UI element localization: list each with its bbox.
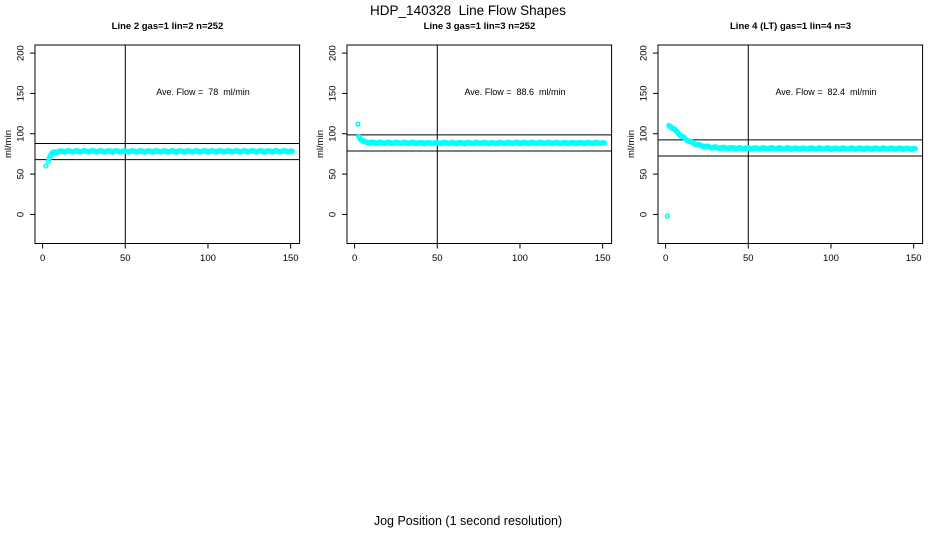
- data-point: [912, 146, 918, 152]
- plot-canvas: 0 50 100 150 0 50 100 150 200: [16, 44, 301, 264]
- x-tick-label: 50: [120, 253, 131, 264]
- y-axis-label: ml/min: [626, 130, 637, 158]
- y-tick-label: 150: [639, 85, 650, 101]
- y-tick-label: 0: [639, 212, 650, 217]
- y-axis-label: ml/min: [3, 130, 14, 158]
- data-point: [601, 140, 607, 146]
- x-tick-label: 150: [595, 253, 611, 264]
- ave-flow-annotation: Ave. Flow = 82.4 ml/min: [775, 87, 877, 97]
- x-tick-label: 50: [743, 253, 754, 264]
- y-tick-label: 100: [16, 126, 27, 142]
- y-tick-label: 100: [328, 126, 339, 142]
- y-tick-label: 200: [328, 45, 339, 61]
- data-point: [45, 158, 52, 164]
- x-tick-label: 150: [283, 253, 299, 264]
- y-tick-label: 50: [639, 169, 650, 180]
- plot-canvas: 0 50 100 150 0 50 100 150 200: [639, 44, 924, 264]
- y-tick-label: 150: [328, 85, 339, 101]
- y-tick-label: 0: [328, 212, 339, 217]
- y-tick-label: 150: [16, 85, 27, 101]
- x-tick-label: 150: [906, 253, 922, 264]
- y-tick-label: 200: [16, 45, 27, 61]
- data-point: [289, 148, 295, 154]
- x-tick-label: 0: [40, 253, 45, 264]
- x-tick-label: 0: [352, 253, 357, 264]
- x-tick-label: 0: [663, 253, 668, 264]
- ave-flow-annotation: Ave. Flow = 78 ml/min: [156, 87, 250, 97]
- panel-title: Line 2 gas=1 lin=2 n=252: [111, 21, 224, 32]
- x-tick-label: 100: [200, 253, 216, 264]
- plot-border: [657, 44, 924, 244]
- y-tick-label: 200: [639, 45, 650, 61]
- main-title: HDP_140328 Line Flow Shapes: [370, 3, 566, 18]
- y-tick-label: 50: [16, 169, 27, 180]
- x-tick-label: 100: [823, 253, 839, 264]
- y-tick-label: 100: [639, 126, 650, 142]
- y-tick-label: 0: [16, 212, 27, 217]
- panel-line-4: Line 4 (LT) gas=1 lin=4 n=3 0 50 100 150 0 50…: [623, 18, 933, 270]
- panel-title: Line 3 gas=1 lin=3 n=252: [423, 21, 536, 32]
- panel-line-3: Line 3 gas=1 lin=3 n=252 0 50 100 150 0 50 100…: [312, 18, 622, 270]
- outlier-point: [43, 163, 49, 169]
- plot-border: [346, 44, 613, 244]
- outlier-point: [355, 121, 361, 127]
- plot-canvas: 0 50 100 150 0 50 100 150 200: [328, 44, 613, 264]
- panel-title: Line 4 (LT) gas=1 lin=4 n=3: [730, 21, 851, 32]
- y-axis-label: ml/min: [315, 130, 326, 158]
- y-tick-label: 50: [328, 169, 339, 180]
- plot-border: [34, 44, 301, 244]
- panel-line-2: Line 2 gas=1 lin=2 n=252 0 50 100 150 0 50 100…: [0, 18, 310, 270]
- x-tick-label: 50: [432, 253, 443, 264]
- x-tick-label: 100: [512, 253, 528, 264]
- outlier-point: [664, 213, 670, 219]
- x-axis-label: Jog Position (1 second resolution): [373, 514, 563, 528]
- ave-flow-annotation: Ave. Flow = 88.6 ml/min: [464, 87, 566, 97]
